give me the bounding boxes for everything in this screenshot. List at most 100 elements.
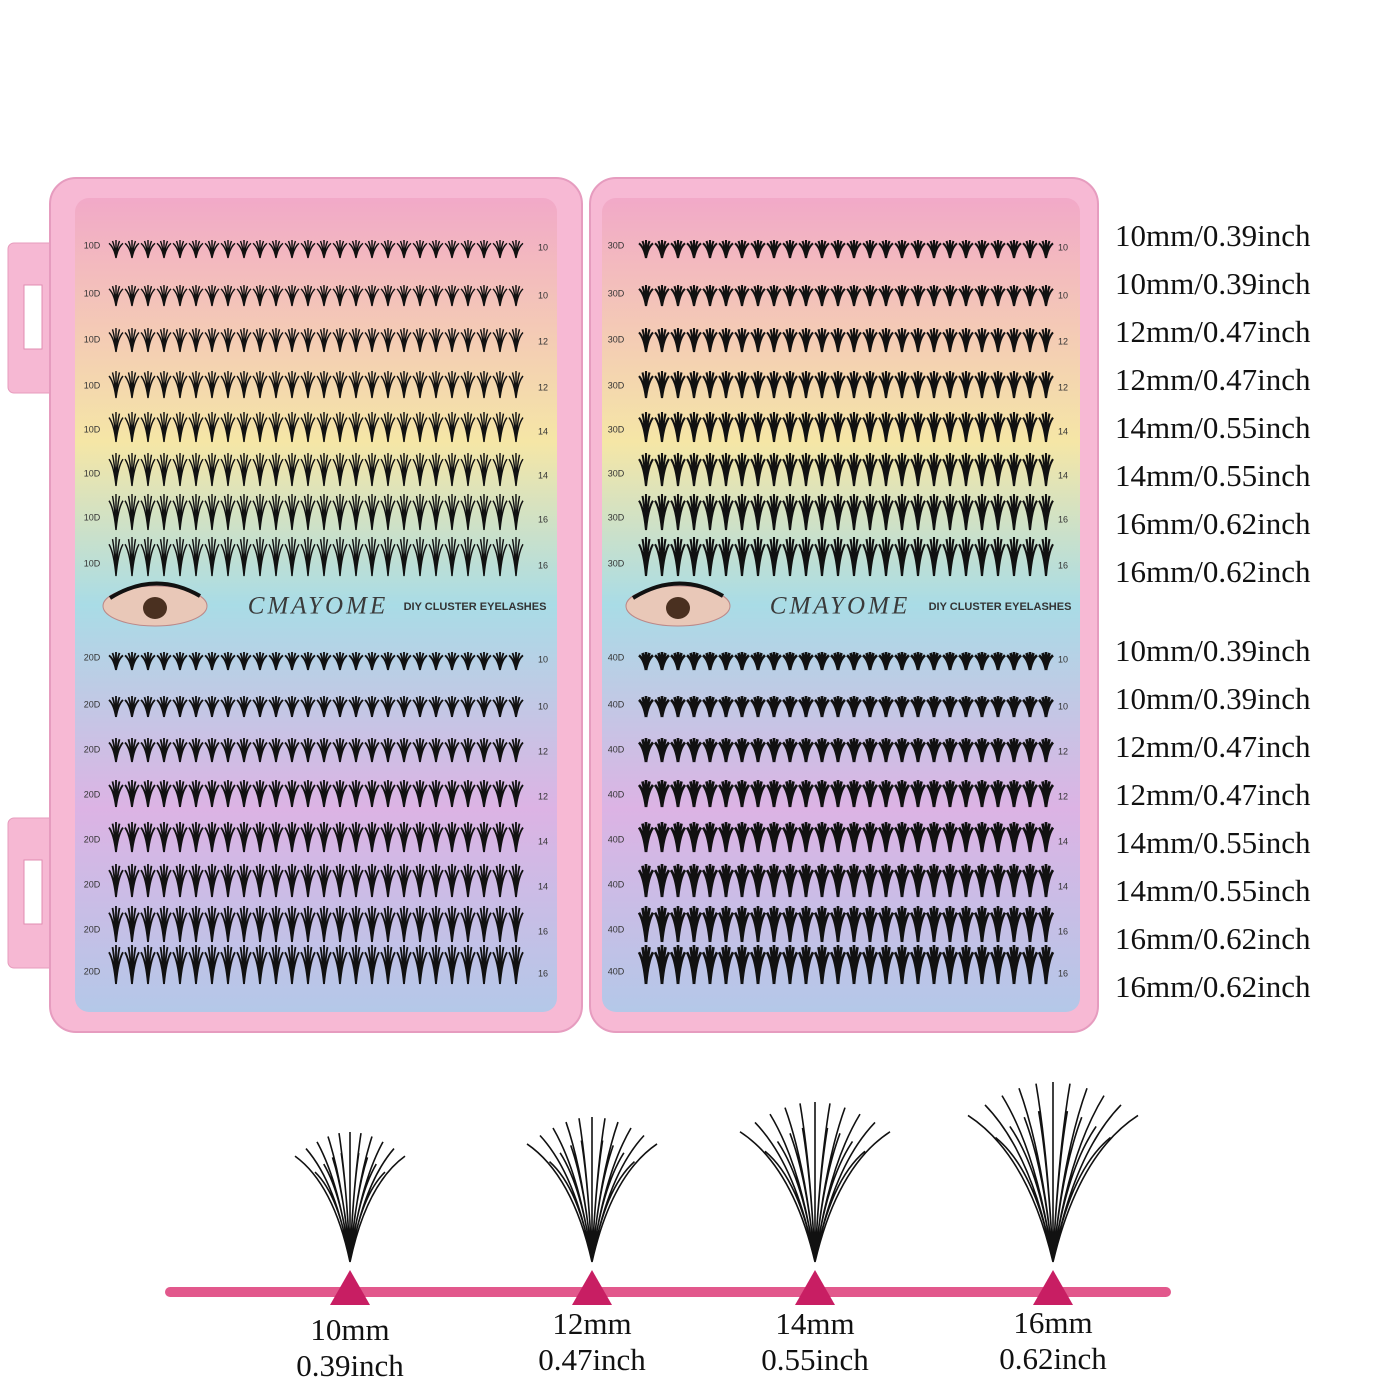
- row-length: 10: [1058, 701, 1068, 711]
- lash-row: [108, 906, 524, 943]
- scale-marker: [795, 1270, 835, 1305]
- row-length: 14: [538, 881, 548, 891]
- row-type: 20D: [84, 966, 101, 976]
- brand-subtitle: DIY CLUSTER EYELASHES: [929, 601, 1072, 613]
- scale-marker: [572, 1270, 612, 1305]
- brand-subtitle: DIY CLUSTER EYELASHES: [404, 601, 547, 613]
- lash-row: [638, 411, 1054, 443]
- size-label: 16mm/0.62inch: [1115, 969, 1311, 1004]
- lash-row: [637, 821, 1055, 853]
- lash-row: [108, 822, 524, 853]
- size-label: 10mm/0.39inch: [1115, 681, 1311, 716]
- row-type: 40D: [608, 966, 625, 976]
- eye-lashes: [108, 581, 201, 600]
- row-length: 16: [1058, 514, 1068, 524]
- row-length: 10: [1058, 654, 1068, 664]
- row-type: 10D: [84, 512, 101, 522]
- row-type: 10D: [84, 240, 101, 250]
- row-length: 16: [1058, 968, 1068, 978]
- lash-row: [638, 651, 1054, 671]
- row-type: 30D: [608, 512, 625, 522]
- lash-row: [637, 779, 1055, 808]
- scale-marker: [1033, 1270, 1073, 1305]
- row-length: 10: [538, 701, 548, 711]
- row-type: 10D: [84, 380, 101, 390]
- eye-lashes: [631, 581, 724, 600]
- tray-right: [602, 198, 1080, 1012]
- scale-mm: 10mm: [310, 1312, 389, 1347]
- row-type: 10D: [84, 558, 101, 568]
- lash-row: [638, 536, 1054, 577]
- row-type: 30D: [608, 468, 625, 478]
- row-type: 40D: [608, 834, 625, 844]
- row-type: 40D: [608, 924, 625, 934]
- row-length: 14: [1058, 836, 1068, 846]
- row-length: 14: [538, 426, 548, 436]
- row-length: 12: [538, 382, 548, 392]
- row-type: 30D: [608, 380, 625, 390]
- size-label: 16mm/0.62inch: [1115, 554, 1311, 589]
- size-label: 12mm/0.47inch: [1115, 729, 1311, 764]
- size-label: 16mm/0.62inch: [1115, 506, 1311, 541]
- row-length: 16: [538, 926, 548, 936]
- row-type: 20D: [84, 652, 101, 662]
- size-label: 10mm/0.39inch: [1115, 633, 1311, 668]
- lash-row: [638, 370, 1054, 399]
- row-length: 14: [538, 470, 548, 480]
- lash-row: [108, 240, 524, 259]
- latch-hole: [23, 284, 43, 350]
- size-label: 14mm/0.55inch: [1115, 873, 1311, 908]
- size-label: 10mm/0.39inch: [1115, 218, 1311, 253]
- lash-row: [108, 285, 524, 307]
- lash-row: [637, 863, 1055, 898]
- lash-row: [108, 328, 524, 353]
- row-length: 12: [1058, 382, 1068, 392]
- row-type: 20D: [84, 924, 101, 934]
- row-length: 10: [1058, 290, 1068, 300]
- lash-sample: [526, 1117, 658, 1263]
- lash-sample: [739, 1102, 891, 1263]
- row-type: 30D: [608, 240, 625, 250]
- size-label: 10mm/0.39inch: [1115, 266, 1311, 301]
- row-length: 10: [1058, 242, 1068, 252]
- row-length: 12: [1058, 791, 1068, 801]
- row-type: 30D: [608, 424, 625, 434]
- row-type: 20D: [84, 879, 101, 889]
- row-type: 20D: [84, 744, 101, 754]
- content: 10D 10 10D 10 10D 12 10D 12 10D 14 10D 14 10D 16 10D 16…: [84, 218, 1311, 1383]
- lash-row: [637, 905, 1055, 943]
- row-type: 10D: [84, 468, 101, 478]
- row-length: 12: [538, 791, 548, 801]
- row-length: 12: [1058, 336, 1068, 346]
- row-type: 30D: [608, 334, 625, 344]
- size-label: 14mm/0.55inch: [1115, 825, 1311, 860]
- lash-row: [108, 696, 524, 718]
- latch-hole: [23, 859, 43, 925]
- row-type: 20D: [84, 834, 101, 844]
- lash-row: [638, 493, 1054, 531]
- row-type: 20D: [84, 789, 101, 799]
- row-length: 12: [538, 746, 548, 756]
- lash-row: [108, 412, 524, 443]
- scale-inch: 0.62inch: [999, 1341, 1107, 1376]
- scale-inch: 0.55inch: [761, 1342, 869, 1377]
- row-length: 12: [1058, 746, 1068, 756]
- row-type: 30D: [608, 558, 625, 568]
- lash-row: [638, 452, 1054, 487]
- row-length: 16: [1058, 926, 1068, 936]
- row-length: 10: [538, 290, 548, 300]
- lash-row: [108, 864, 524, 898]
- row-type: 40D: [608, 744, 625, 754]
- row-type: 40D: [608, 789, 625, 799]
- tray-left: [75, 198, 557, 1012]
- lash-sample: [967, 1082, 1139, 1263]
- row-type: 20D: [84, 699, 101, 709]
- lash-row: [637, 737, 1055, 763]
- lash-row: [108, 738, 524, 763]
- scale-mm: 16mm: [1013, 1305, 1092, 1340]
- scale-inch: 0.39inch: [296, 1348, 404, 1383]
- size-label: 12mm/0.47inch: [1115, 314, 1311, 349]
- row-length: 10: [538, 654, 548, 664]
- lash-row: [108, 371, 524, 399]
